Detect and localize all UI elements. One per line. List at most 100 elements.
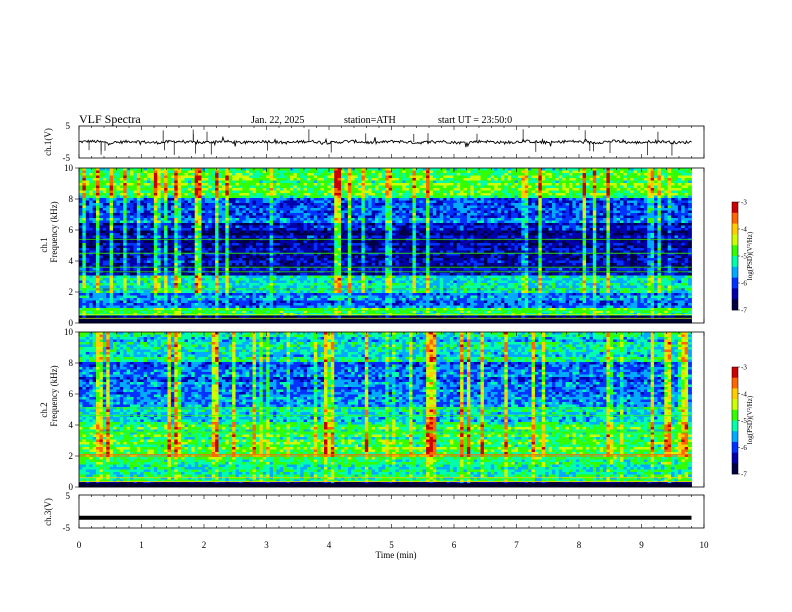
spectrogram-cell [412,198,417,201]
spectrogram-cell [412,228,417,231]
spectrogram-cell [494,190,498,194]
spectrogram-cell [541,225,546,229]
spectrogram-cell [494,175,498,179]
spectrogram-cell [494,210,498,214]
spectrogram-cell [167,208,172,211]
spectrogram-cell [279,183,284,186]
spectrogram-cell [164,170,168,174]
spectrogram-cell [415,210,420,214]
spectrogram-cell [466,205,471,209]
spectrogram-cell [140,218,145,221]
spectrogram-cell [650,203,655,206]
spectrogram-cell [378,200,383,204]
spectrogram-cell [426,183,430,186]
spectrogram-cell [119,178,124,181]
spectrogram-cell [337,215,342,219]
spectrogram-cell [364,183,369,186]
spectrogram-cell [344,220,349,224]
spectrogram-cell [415,185,420,189]
spectrogram-cell [79,208,83,211]
spectrogram-cell [551,173,556,176]
spectrogram-cell [415,178,420,181]
spectrogram-cell [347,168,352,171]
spectrogram-cell [677,168,682,171]
spectrogram-cell [620,215,624,219]
spectrogram-cell [439,193,444,196]
spectrogram-cell [330,173,335,176]
spectrogram-cell [667,218,672,221]
spectrogram-cell [572,185,577,189]
spectrogram-cell [521,183,526,186]
spectrogram-cell [426,230,430,234]
spectrogram-cell [613,193,618,196]
spectrogram-cell [392,190,396,194]
spectrogram-cell [582,210,587,214]
spectrogram-cell [531,188,536,191]
spectrogram-cell [456,185,461,189]
spectrogram-cell [123,215,128,219]
spectrogram-cell [463,188,468,191]
spectrogram-cell [569,195,573,199]
spectrogram-cell [286,198,291,201]
spectrogram-cell [126,203,131,206]
spectrogram-cell [511,170,515,174]
spectrogram-cell [259,173,264,176]
spectrogram-cell [398,220,403,224]
spectrogram-cell [300,223,304,226]
spectrogram-cell [143,175,148,179]
spectrogram-cell [153,213,158,216]
spectrogram-cell [208,185,213,189]
spectrogram-cell [92,173,97,176]
spectrogram-cell [569,230,573,234]
spectrogram-cell [167,213,172,216]
spectrogram-cell [150,178,155,181]
spectrogram-cell [235,175,240,179]
spectrogram-cell [170,225,175,229]
spectrogram-cell [599,220,604,224]
spectrogram-cell [620,188,624,191]
spectrogram-cell [375,195,379,199]
spectrogram-cell [667,228,672,231]
spectrogram-cell [531,170,536,174]
spectrogram-cell [633,180,638,184]
spectrogram-cell [252,175,257,179]
spectrogram-cell [514,178,519,181]
spectrogram-cell [238,175,243,179]
spectrogram-cell [555,183,560,186]
spectrogram-cell [191,213,196,216]
spectrogram-cell [402,190,407,194]
spectrogram-cell [592,185,597,189]
spectrogram-cell [684,170,689,174]
spectrogram-cell [201,223,206,226]
spectrogram-cell [432,173,437,176]
spectrogram-cell [650,185,655,189]
spectrogram-cell [684,220,689,224]
spectrogram-cell [354,168,359,171]
spectrogram-cell [269,210,274,214]
spectrogram-cell [293,168,298,171]
spectrogram-cell [483,175,488,179]
spectrogram-cell [92,175,97,179]
spectrogram-cell [170,205,175,209]
spectrogram-cell [92,213,97,216]
spectrogram-cell [688,215,692,219]
spectrogram-cell [358,185,362,189]
spectrogram-cell [153,195,158,199]
spectrogram-cell [245,208,250,211]
spectrogram-cell [436,185,441,189]
spectrogram-cell [531,168,536,171]
spectrogram-cell [528,168,532,171]
spectrogram-cell [317,183,321,186]
spectrogram-cell [524,175,529,179]
spectrogram-cell [198,183,202,186]
spectrogram-cell [337,233,342,236]
spectrogram-cell [436,213,441,216]
spectrogram-cell [119,188,124,191]
spectrogram-cell [303,203,308,206]
spectrogram-cell [565,223,570,226]
spectrogram-cell [398,193,403,196]
spectrogram-cell [198,193,202,196]
spectrogram-cell [545,208,549,211]
spectrogram-cell [130,210,134,214]
spectrogram-cell [198,188,202,191]
